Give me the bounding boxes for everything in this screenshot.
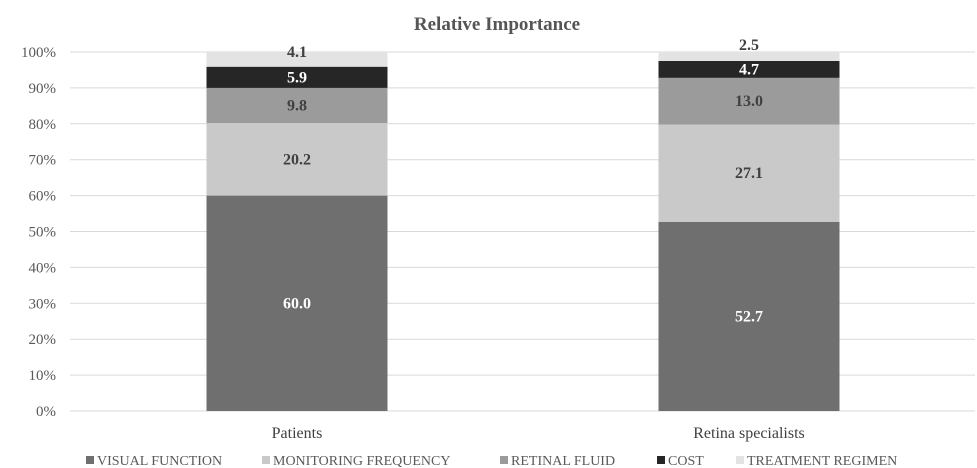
y-tick-label: 100% <box>21 45 56 61</box>
chart-title: Relative Importance <box>414 14 580 35</box>
data-label: 60.0 <box>283 295 311 312</box>
legend-label: VISUAL FUNCTION <box>97 454 222 468</box>
y-tick-label: 50% <box>29 225 57 241</box>
bar-segment-treatment-regimen <box>658 52 840 61</box>
y-tick-label: 90% <box>29 81 57 97</box>
y-tick-label: 80% <box>29 117 57 133</box>
legend: VISUAL FUNCTION MONITORING FREQUENCY RETIN… <box>86 454 897 468</box>
data-label: 52.7 <box>735 308 763 325</box>
bar-segment-retinal-fluid <box>206 87 388 124</box>
y-tick-label: 20% <box>29 332 57 348</box>
x-category-label: Patients <box>272 425 323 442</box>
data-label: 13.0 <box>735 93 763 110</box>
y-tick-label: 10% <box>29 368 57 384</box>
data-label: 27.1 <box>735 165 763 182</box>
data-label: 9.8 <box>287 97 307 114</box>
y-tick-label: 70% <box>29 153 57 169</box>
data-labels: 60.0 20.2 9.8 5.9 4.1 52.7 27.1 13.0 4.7 2.5 <box>283 37 763 325</box>
bar-segment-monitoring-frequency <box>658 124 840 222</box>
y-axis-tick-labels: 0% 10% 20% 30% 40% 50% 60% 70% 80% 90% 100% <box>21 45 56 420</box>
legend-swatch <box>657 456 665 464</box>
x-axis-category-labels: Patients Retina specialists <box>272 425 805 442</box>
legend-label: RETINAL FLUID <box>511 454 615 468</box>
y-tick-label: 40% <box>29 260 57 276</box>
x-category-label: Retina specialists <box>693 425 805 442</box>
bar-segment-cost <box>658 60 840 78</box>
y-tick-label: 30% <box>29 296 57 312</box>
data-label: 4.1 <box>287 44 307 61</box>
bar-segment-visual-function <box>658 221 840 411</box>
data-label: 20.2 <box>283 151 311 168</box>
y-tick-label: 60% <box>29 189 57 205</box>
legend-label: TREATMENT REGIMEN <box>747 454 897 468</box>
y-tick-label: 0% <box>36 404 56 420</box>
legend-swatch <box>736 456 744 464</box>
data-label: 4.7 <box>739 61 759 78</box>
data-label: 2.5 <box>739 37 759 54</box>
bar-segment-retinal-fluid <box>658 77 840 125</box>
legend-label: MONITORING FREQUENCY <box>273 454 450 468</box>
legend-swatch <box>86 456 94 464</box>
bar-segment-treatment-regimen <box>206 52 388 67</box>
legend-label: COST <box>668 454 704 468</box>
bars <box>206 52 840 411</box>
legend-swatch <box>262 456 270 464</box>
data-label: 5.9 <box>287 69 307 86</box>
bar-segment-visual-function <box>206 195 388 411</box>
legend-swatch <box>500 456 508 464</box>
bar-segment-monitoring-frequency <box>206 123 388 196</box>
bar-segment-cost <box>206 66 388 88</box>
